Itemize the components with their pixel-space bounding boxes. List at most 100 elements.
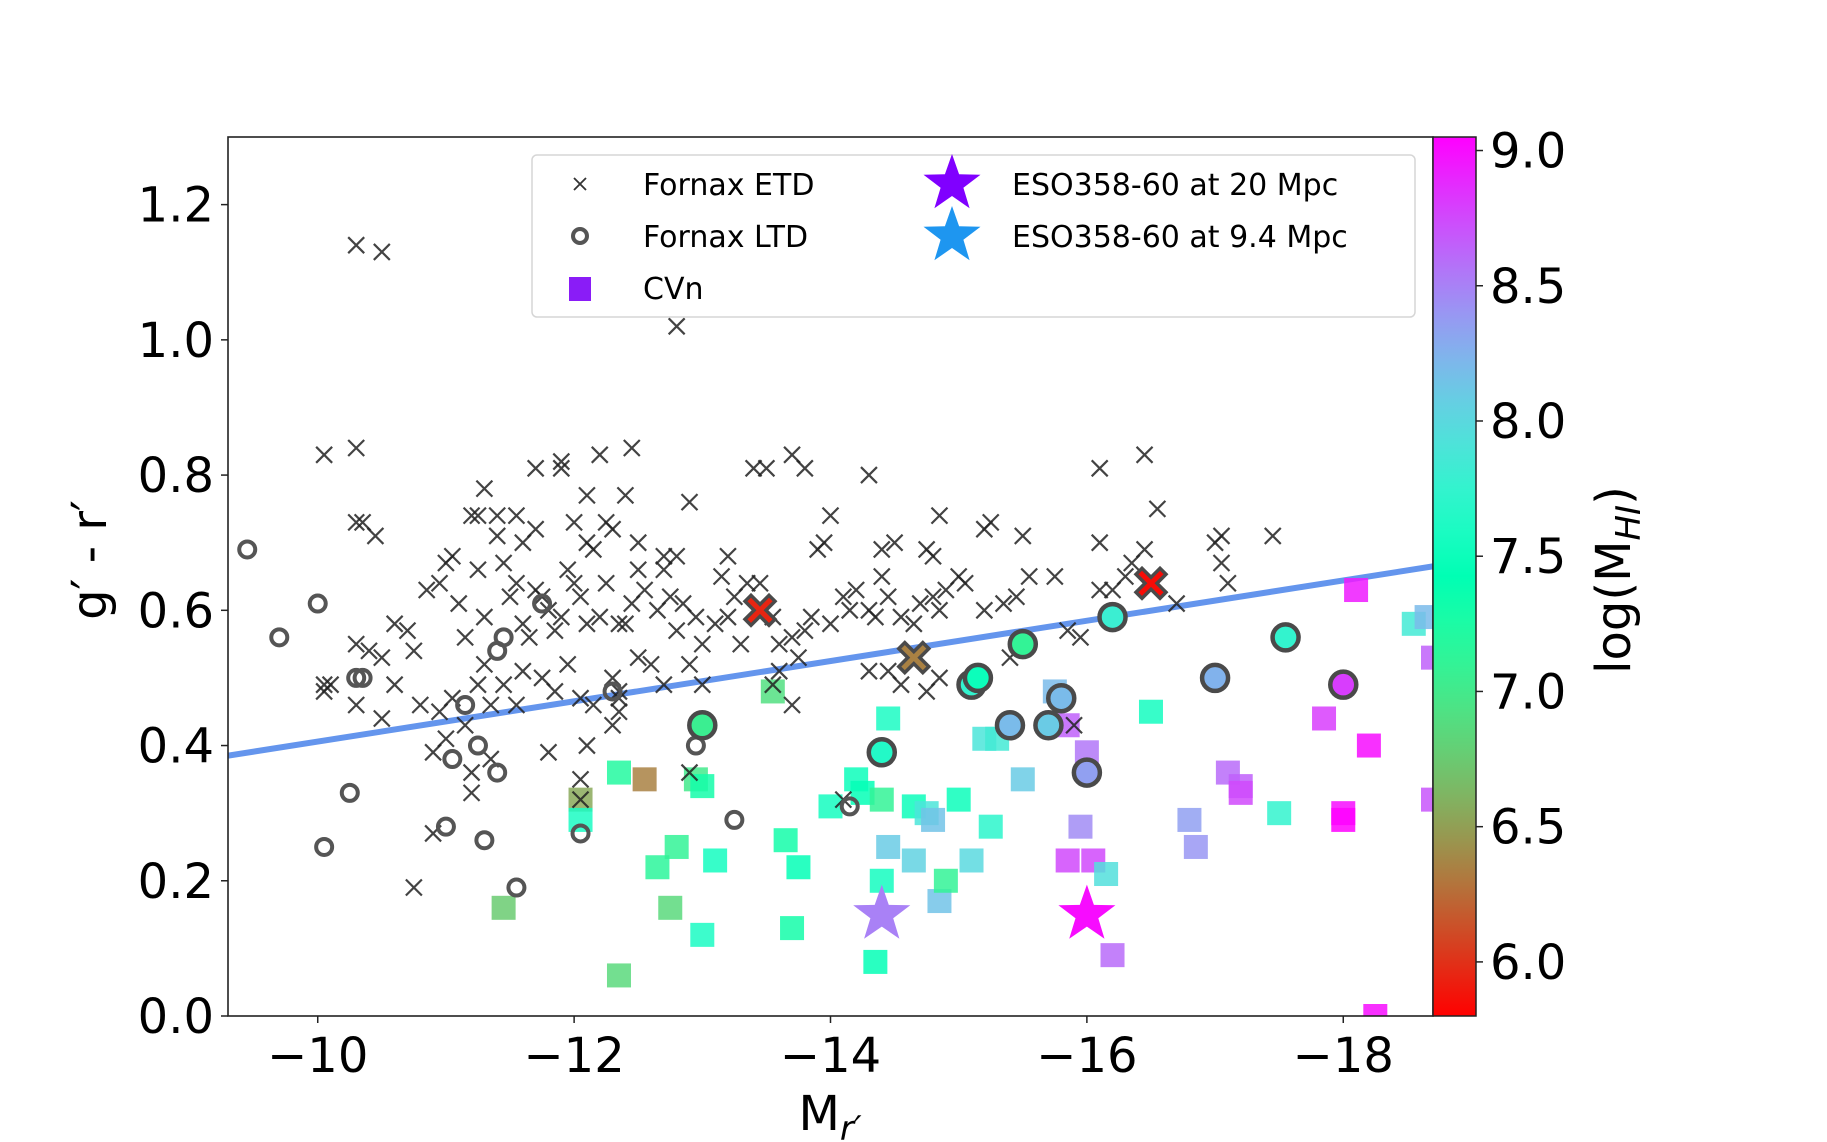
cvn-point [1363,1004,1388,1016]
etd-point [872,567,891,586]
cvn-point [1421,787,1433,812]
axis-ticks: −10 −12 −14 −16 −18 0.0 0.2 0.4 0.6 0.8 1.0 1.2 [138,178,1394,1084]
cvn-point [1228,780,1253,805]
etd-point [366,527,385,545]
ltd-point [314,836,335,857]
etd-point [1148,500,1167,518]
etd-point [482,696,500,714]
etd-point [552,459,571,478]
cvn-point [1356,733,1381,758]
cvn-point [658,895,683,920]
etd-point [347,635,365,653]
etd-point [417,581,436,599]
ltd-point [493,627,514,648]
ltd-hi-point [1007,628,1039,660]
etd-point [526,520,545,538]
ltd-point [474,830,495,851]
etd-point [449,594,468,613]
legend-label: ESO358-60 at 20 Mpc [1012,168,1338,203]
ltd-point [307,593,328,614]
etd-point [719,547,737,565]
etd-point [1046,567,1064,586]
etd-point [469,675,487,694]
etd-point [655,560,673,579]
ltd-point [455,694,476,715]
ltd-point [435,816,456,837]
etd-point [462,784,481,802]
etd-point [789,648,808,667]
etd-point [892,608,910,626]
cvn-point [876,834,901,859]
etd-point [866,608,885,626]
etd-point [578,736,596,755]
cvn-point [978,814,1003,839]
etd-point [1122,554,1141,572]
eso-star-9-4mpc [853,884,911,939]
ltd-point [467,735,488,756]
etd-point [571,790,590,809]
etd-point [802,608,821,626]
cvn-point [760,679,785,704]
etd-point [731,635,750,653]
fit-line [228,563,1433,759]
cvn-point [645,855,670,880]
ltd-hi-point [866,737,898,768]
etd-point [860,466,878,484]
etd-point [552,452,571,471]
etd-point [629,560,647,579]
etd-point [783,696,801,714]
etd-point [411,696,430,714]
etd-point [385,615,404,633]
colorbar-label: log(MHI) [1586,486,1649,674]
cvn-point [1414,605,1433,630]
y-tick-label: 1.2 [138,178,214,234]
cvn-point [1010,767,1035,792]
ltd-hi-point [1033,710,1064,741]
cvn-point [606,760,631,785]
y-tick-label: 0.2 [138,854,214,910]
etd-point [456,716,474,735]
etd-point [1167,594,1186,613]
etd-point [1007,588,1026,606]
etd-point [879,588,897,606]
etd-point [892,675,910,694]
etd-point [706,615,724,633]
etd-point [751,574,769,593]
etd-point [796,459,814,478]
etd-point [821,615,840,633]
etd-point [405,878,423,897]
etd-point [924,588,942,606]
etd-point [373,243,391,261]
etd-point [1219,574,1237,593]
etd-point [347,696,365,714]
etd-point [571,588,590,606]
etd-point [815,533,833,552]
etd-point [635,581,654,599]
x-tick-label: −14 [780,1028,881,1084]
cvn-point [946,787,971,812]
etd-point [693,675,712,694]
etd-point [1135,446,1154,464]
etd-point [680,655,699,674]
etd-point [1058,621,1077,640]
colorbar-tick-label: 7.0 [1490,664,1566,720]
cvn-point [818,794,843,819]
x-tick-label: −18 [1293,1028,1394,1084]
etd-point [623,439,641,457]
y-axis-label: g′ - r′ [62,500,118,620]
ltd-point [839,796,860,817]
cvn-point [1421,645,1433,670]
etd-point [501,588,519,606]
colorbar-tick-label: 7.5 [1490,529,1566,585]
ltd-hi-point [994,710,1026,741]
etd-point [712,567,731,586]
y-tick-label: 0.6 [138,583,214,639]
etd-point [347,236,365,254]
etd-point [565,574,583,593]
ltd-hi-point [1199,662,1231,694]
etd-point [546,621,564,640]
etd-point [1263,527,1282,545]
etd-point [578,486,596,505]
etd-point [975,601,994,620]
cvn-point [876,706,901,731]
